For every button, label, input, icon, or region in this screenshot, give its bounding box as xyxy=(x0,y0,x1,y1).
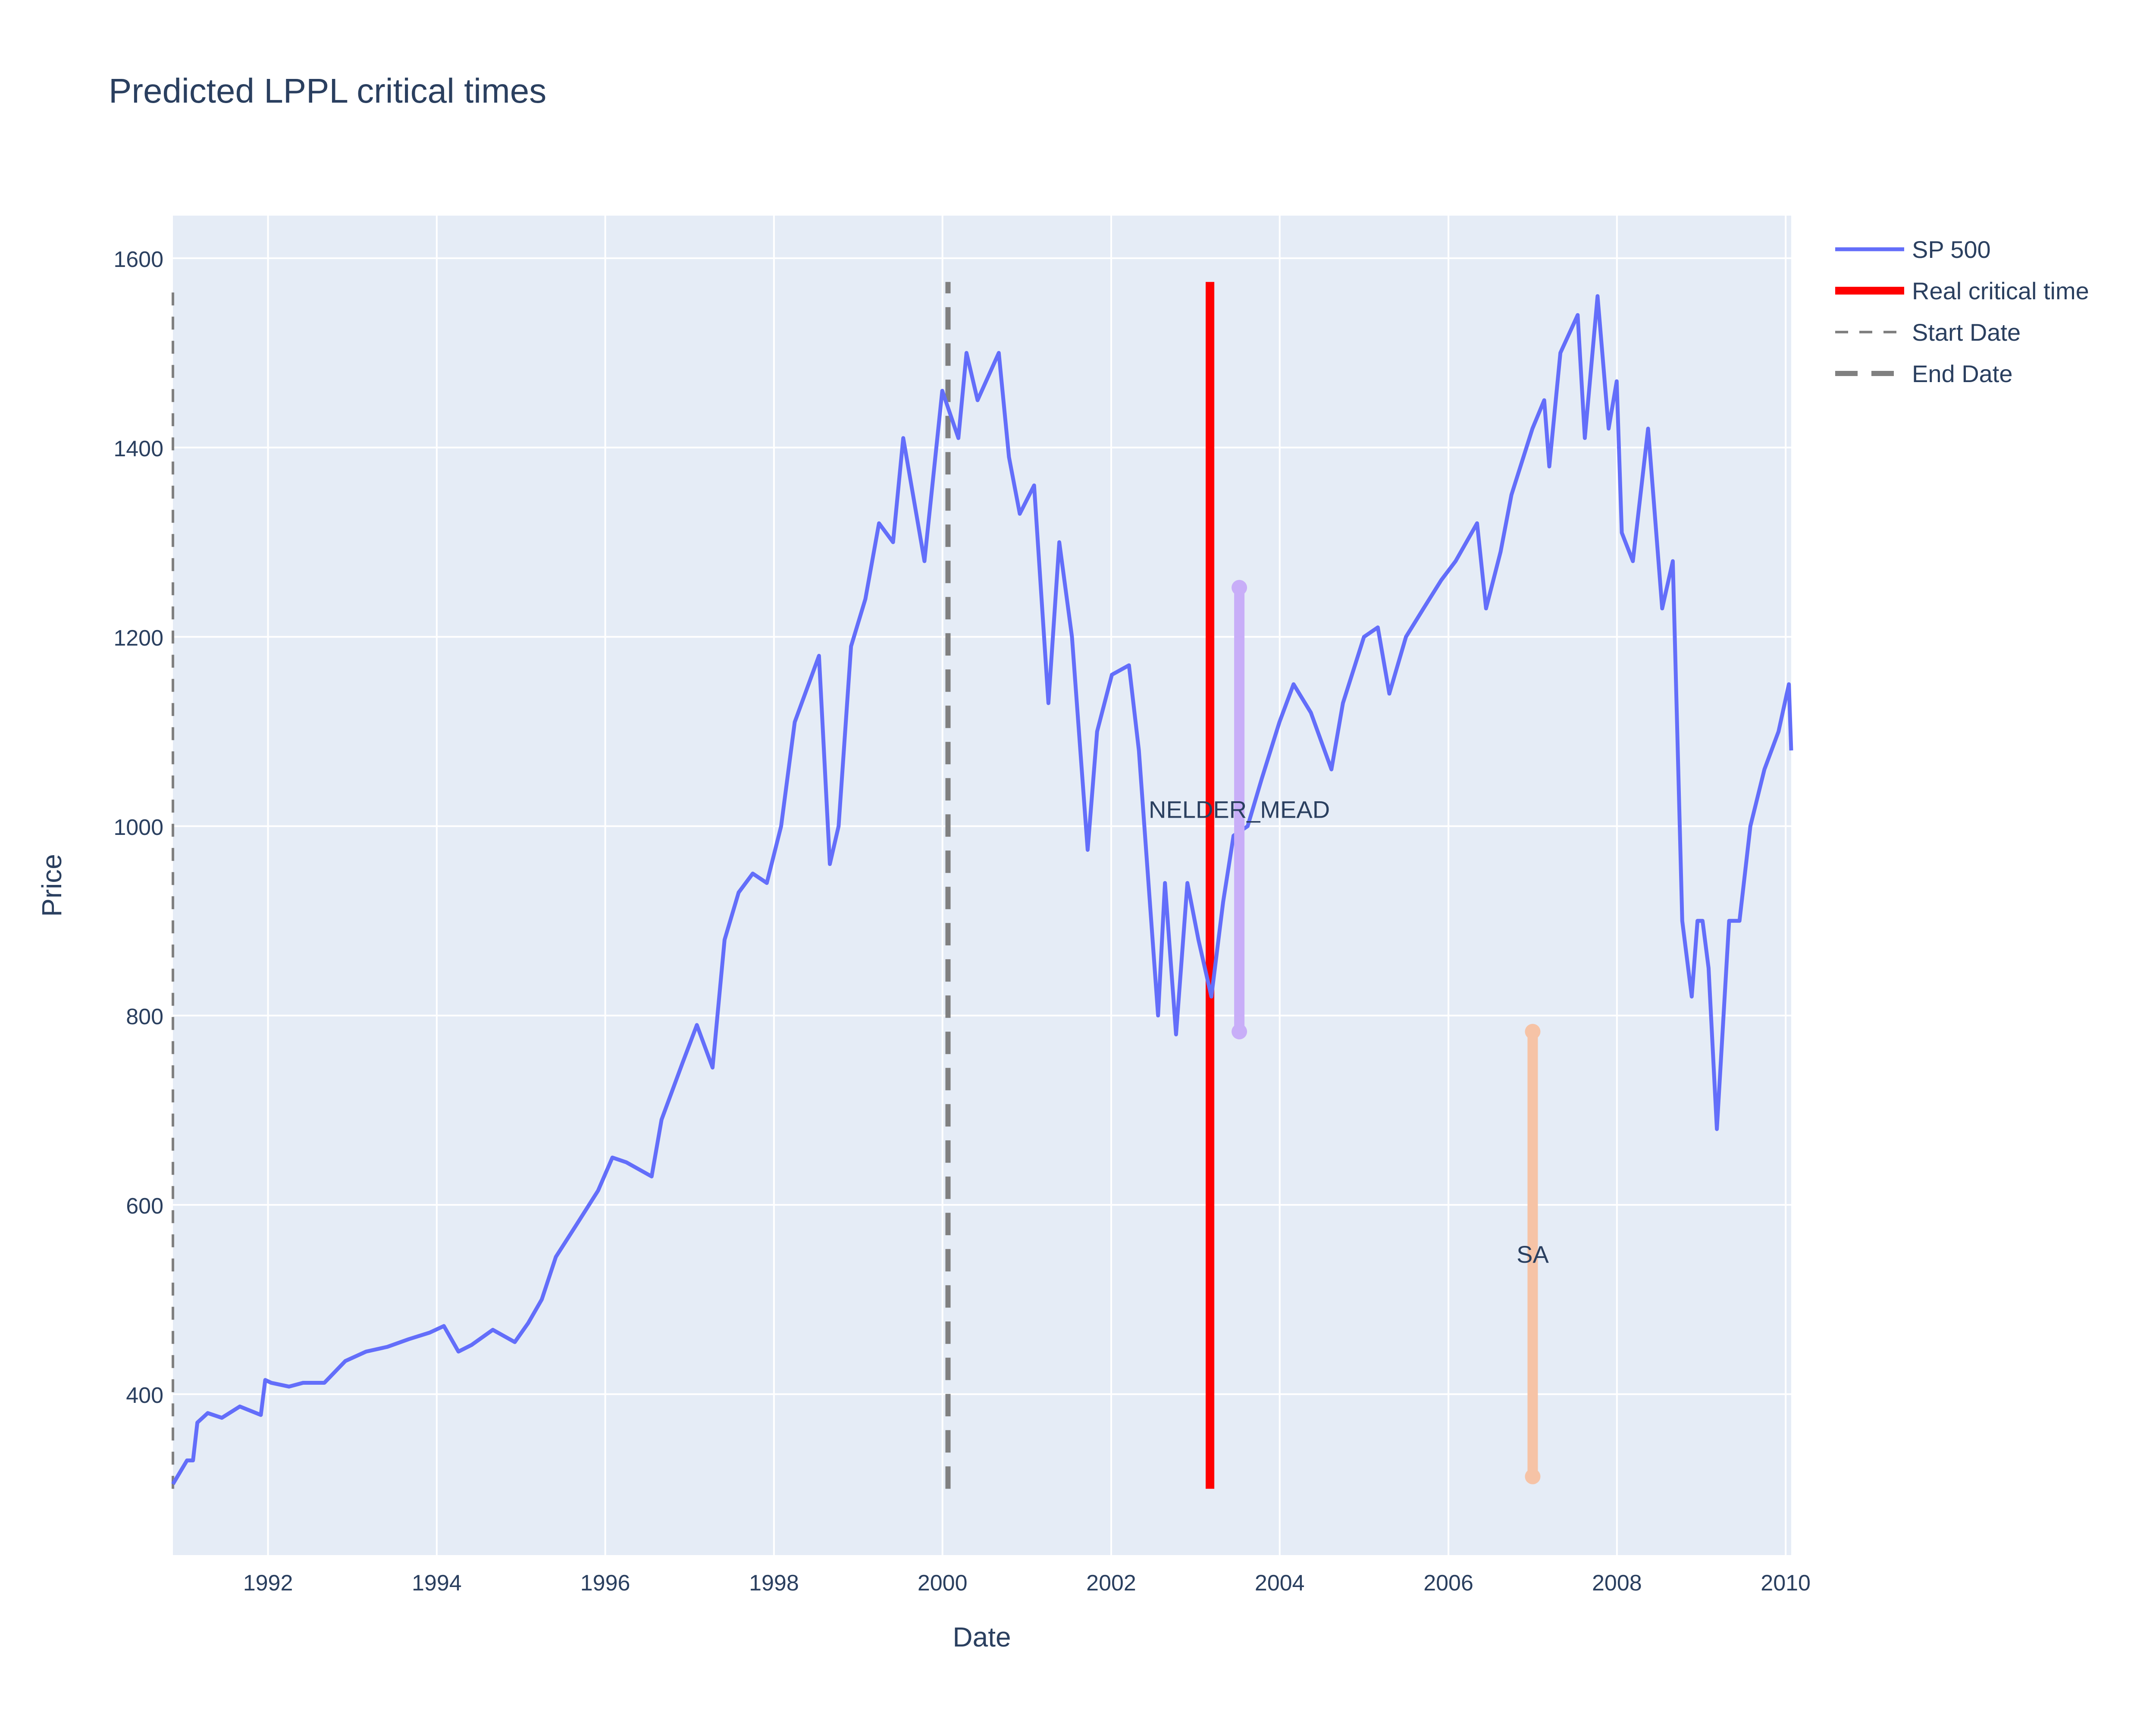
plot-area xyxy=(173,216,1791,1555)
legend-label: SP 500 xyxy=(1912,236,1991,263)
x-tick-label: 1992 xyxy=(243,1571,293,1596)
x-tick-label: 2002 xyxy=(1086,1571,1136,1596)
sa-label: SA xyxy=(1517,1241,1549,1268)
y-tick-label: 400 xyxy=(126,1383,163,1408)
y-tick-label: 1400 xyxy=(113,436,163,461)
legend-label: Start Date xyxy=(1912,319,2021,346)
y-tick-label: 1600 xyxy=(113,247,163,272)
legend-label: Real critical time xyxy=(1912,277,2089,304)
x-tick-label: 1996 xyxy=(580,1571,630,1596)
y-tick-label: 1000 xyxy=(113,815,163,840)
x-axis-label: Date xyxy=(953,1622,1011,1653)
y-tick-label: 600 xyxy=(126,1194,163,1219)
x-tick-label: 2004 xyxy=(1255,1571,1305,1596)
legend-label: End Date xyxy=(1912,360,2013,387)
x-tick-label: 2006 xyxy=(1423,1571,1473,1596)
x-tick-label: 2010 xyxy=(1761,1571,1811,1596)
legend: SP 500 Real critical time Start Date End Da… xyxy=(1835,236,2089,387)
x-tick-label: 2000 xyxy=(918,1571,968,1596)
y-axis-label: Price xyxy=(36,854,67,917)
y-tick-label: 1200 xyxy=(113,626,163,651)
y-tick-label: 800 xyxy=(126,1004,163,1029)
nelder-mead-label: NELDER_MEAD xyxy=(1149,796,1330,823)
nelder-mead-interval-top-marker xyxy=(1232,580,1247,596)
sp500-series-line xyxy=(171,294,1793,1485)
x-tick-label: 1994 xyxy=(412,1571,462,1596)
nelder-mead-interval-bottom-marker xyxy=(1232,1024,1247,1040)
sa-interval-bottom-marker xyxy=(1525,1468,1541,1484)
sa-interval-top-marker xyxy=(1525,1024,1541,1040)
x-tick-label: 2008 xyxy=(1592,1571,1642,1596)
data-layer: NELDER_MEAD SA xyxy=(171,282,1793,1489)
grid-lines xyxy=(173,216,1791,1555)
x-tick-label: 1998 xyxy=(749,1571,799,1596)
chart-title: Predicted LPPL critical times xyxy=(109,72,546,110)
tick-labels: 400 600 800 1000 1200 1400 1600 1992 1994 1996 199… xyxy=(113,247,1811,1596)
